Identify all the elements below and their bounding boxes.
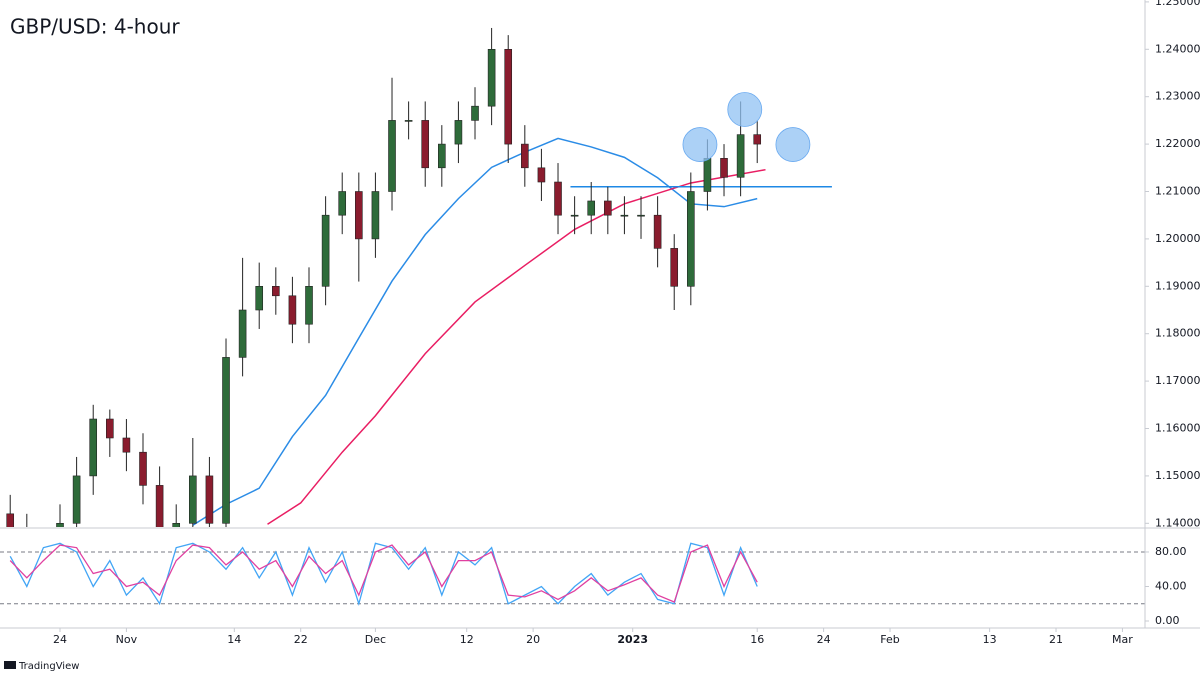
candle-body	[438, 143, 446, 169]
x-tick-label: 2023	[617, 633, 648, 646]
axes: 1.14000 1.15000 1.16000 1.17000 1.18000 1.190…	[53, 0, 1200, 646]
candle-body	[637, 214, 645, 217]
x-tick-label: 24	[817, 633, 831, 646]
candle-body	[703, 158, 712, 192]
footer-text: TradingView	[18, 661, 79, 672]
candle-body	[487, 48, 496, 107]
candle-body	[454, 120, 463, 145]
chart-title: GBP/USD: 4-hour	[10, 15, 180, 39]
x-tick-label: Mar	[1112, 633, 1133, 646]
y-tick-label: 1.18000	[1155, 327, 1200, 340]
candle-body	[670, 248, 679, 287]
x-tick-label: Nov	[116, 633, 138, 646]
candle-body	[6, 513, 15, 527]
x-tick-label: 13	[983, 633, 997, 646]
candle-body	[205, 475, 214, 524]
x-tick-label: 16	[750, 633, 764, 646]
candle-body	[388, 120, 396, 192]
pattern-circle	[775, 127, 811, 162]
logo-mark	[4, 661, 16, 669]
x-tick-label: 21	[1049, 633, 1063, 646]
candle-body	[587, 200, 596, 216]
candle-body	[338, 191, 347, 216]
candle-body	[371, 191, 380, 240]
candle-body	[255, 286, 264, 311]
candle-body	[653, 214, 662, 249]
price-panel	[6, 27, 832, 527]
candle-body	[521, 143, 529, 169]
y-tick-label: 1.14000	[1155, 516, 1200, 529]
candle-body	[89, 418, 98, 477]
y-tick-label: 1.22000	[1155, 137, 1200, 150]
x-tick-label: 24	[53, 633, 67, 646]
candle-body	[604, 200, 612, 216]
candle-body	[321, 214, 330, 287]
y-tick-label: 1.16000	[1155, 422, 1200, 435]
y-tick-label: 1.15000	[1155, 469, 1200, 482]
candle-body	[272, 286, 280, 297]
moving-average	[267, 168, 766, 525]
y-tick-label: 80.00	[1155, 545, 1187, 558]
y-tick-label: 1.19000	[1155, 279, 1200, 292]
x-tick-label: 12	[460, 633, 474, 646]
candle-body	[72, 475, 81, 524]
candle-body	[736, 134, 745, 178]
moving-average	[192, 137, 758, 526]
candle-body	[155, 485, 164, 527]
oscillator-line	[9, 544, 758, 603]
x-tick-label: Dec	[365, 633, 386, 646]
candle-body	[305, 286, 313, 325]
candle-body	[238, 309, 247, 358]
candle-body	[753, 134, 762, 145]
candle-body	[720, 158, 728, 178]
candle-body	[504, 48, 513, 145]
logo: TradingView	[4, 661, 79, 672]
candle-body	[404, 120, 413, 122]
y-tick-label: 0.00	[1155, 614, 1180, 627]
candle-body	[537, 167, 546, 183]
pattern-circle	[682, 127, 718, 162]
candle-body	[471, 105, 479, 121]
candle-body	[355, 191, 363, 240]
y-tick-label: 1.24000	[1155, 42, 1200, 55]
x-tick-label: Feb	[880, 633, 899, 646]
y-tick-label: 1.25000	[1155, 0, 1200, 8]
pattern-circle	[727, 92, 763, 127]
candle-body	[570, 214, 579, 217]
candle-body	[172, 523, 181, 527]
x-tick-label: 22	[294, 633, 308, 646]
candle-body	[222, 357, 230, 524]
x-tick-label: 20	[526, 633, 540, 646]
candle-body	[122, 437, 131, 453]
candle-body	[56, 523, 64, 527]
candle-body	[139, 451, 147, 486]
x-tick-label: 14	[227, 633, 241, 646]
y-tick-label: 1.23000	[1155, 90, 1200, 103]
y-tick-label: 40.00	[1155, 579, 1187, 592]
candle-body	[620, 214, 629, 217]
candle-body	[288, 295, 297, 325]
y-tick-label: 1.20000	[1155, 232, 1200, 245]
candle-body	[421, 120, 430, 169]
candle-body	[554, 181, 562, 216]
oscillator-line	[9, 542, 758, 607]
oscillator-panel	[0, 542, 1145, 607]
y-tick-label: 1.21000	[1155, 184, 1200, 197]
y-tick-label: 1.17000	[1155, 374, 1200, 387]
candle-body	[687, 191, 695, 287]
candle-body	[189, 475, 197, 524]
candle-body	[106, 418, 114, 439]
